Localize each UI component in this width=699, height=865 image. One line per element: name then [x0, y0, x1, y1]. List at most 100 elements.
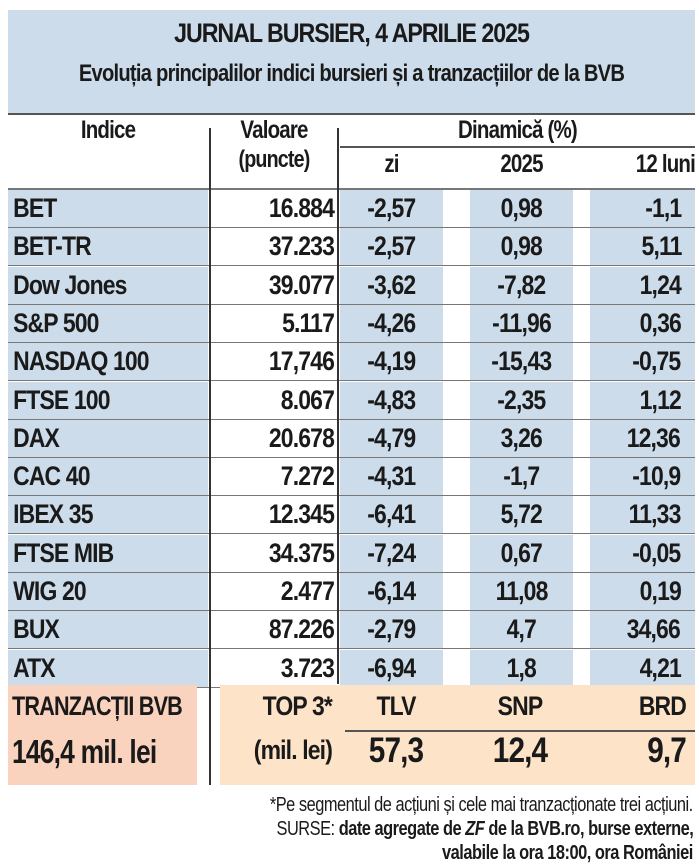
table-row: FTSE MIB 34.375 -7,24 0,67 -0,05	[8, 534, 695, 573]
change-ytd: 0,67	[500, 537, 543, 568]
change-day: -4,19	[367, 346, 416, 377]
index-name: BUX	[13, 614, 60, 645]
index-name: ATX	[13, 652, 56, 683]
sources-line-2: valabile la ora 18:00, ora României	[442, 842, 693, 864]
bvb-total: 146,4 mil. lei	[12, 733, 157, 770]
change-ytd: -1,7	[503, 461, 540, 492]
change-ytd: 1,8	[506, 652, 537, 683]
change-12m: 11,33	[628, 499, 682, 530]
index-name: FTSE MIB	[13, 537, 114, 568]
index-name: NASDAQ 100	[13, 346, 149, 377]
change-12m: -10,9	[632, 461, 682, 492]
change-ytd: 5,72	[500, 499, 543, 530]
top3-label: TOP 3*	[262, 691, 333, 721]
table-row: WIG 20 2.477 -6,14 11,08 0,19	[8, 573, 695, 611]
sources-line-1: SURSE: date agregate de ZF de la BVB.ro,…	[276, 818, 693, 841]
index-name: S&P 500	[13, 307, 99, 338]
column-divider	[337, 128, 339, 684]
change-day: -4,79	[367, 422, 416, 453]
table-row: Dow Jones 39.077 -3,62 -7,82 1,24	[8, 266, 695, 305]
footnote: *Pe segmentul de acțiuni și cele mai tra…	[270, 794, 693, 816]
change-12m: 1,12	[640, 384, 682, 415]
change-ytd: -2,35	[497, 384, 546, 415]
header-divider	[340, 146, 695, 148]
page-title: JURNAL BURSIER, 4 APRILIE 2025	[174, 18, 530, 48]
top3-unit: (mil. lei)	[253, 735, 333, 765]
index-value: 16.884	[268, 193, 335, 223]
change-ytd: 11,08	[495, 576, 549, 606]
change-ytd: -7,82	[497, 269, 546, 300]
bvb-total-box: TRANZACȚII BVB 146,4 mil. lei	[8, 685, 197, 785]
table-row: BUX 87.226 -2,79 4,7 34,66	[8, 611, 695, 650]
index-value: 37.233	[268, 231, 335, 262]
change-day: -2,57	[367, 193, 416, 223]
top3-divider	[345, 730, 695, 732]
index-name: CAC 40	[13, 461, 90, 492]
change-day: -4,83	[367, 384, 416, 415]
change-12m: 5,11	[641, 231, 682, 262]
header-indice: Indice	[80, 116, 136, 144]
top3-box: TOP 3* (mil. lei) TLV SNP BRD 57,3 12,4 …	[220, 685, 695, 785]
table-row: FTSE 100 8.067 -4,83 -2,35 1,12	[8, 381, 695, 420]
index-value: 39.077	[268, 269, 335, 300]
change-12m: -0,75	[632, 346, 682, 377]
index-name: DAX	[13, 422, 60, 453]
index-name: WIG 20	[13, 576, 87, 606]
change-day: -6,41	[367, 499, 416, 530]
index-value: 5.117	[282, 307, 335, 338]
change-day: -7,24	[367, 537, 416, 568]
table-row: ATX 3.723 -6,94 1,8 4,21	[8, 649, 695, 688]
top3-value: 12,4	[492, 731, 548, 770]
header-zi: zi	[384, 150, 399, 178]
change-day: -4,31	[367, 461, 416, 492]
header-valoare-unit: (puncte)	[238, 146, 310, 173]
index-name: IBEX 35	[13, 499, 93, 530]
table-row: BET 16.884 -2,57 0,98 -1,1	[8, 190, 695, 228]
top3-ticker: TLV	[376, 691, 416, 721]
index-value: 34.375	[268, 537, 335, 568]
header-bottom-line	[8, 188, 695, 190]
change-12m: 34,66	[627, 614, 681, 645]
change-day: -6,94	[367, 652, 416, 683]
table-row: IBEX 35 12.345 -6,41 5,72 11,33	[8, 496, 695, 535]
index-value: 17,746	[268, 346, 335, 377]
change-day: -4,26	[367, 307, 416, 338]
table-row: BET-TR 37.233 -2,57 0,98 5,11	[8, 228, 695, 267]
table-row: NASDAQ 100 17,746 -4,19 -15,43 -0,75	[8, 343, 695, 382]
change-day: -2,79	[367, 614, 416, 645]
index-value: 12.345	[268, 499, 335, 530]
top3-ticker: BRD	[638, 691, 687, 721]
top3-value: 57,3	[368, 731, 424, 770]
index-value: 2.477	[280, 576, 335, 606]
table-row: CAC 40 7.272 -4,31 -1,7 -10,9	[8, 458, 695, 497]
change-12m: 12,36	[627, 422, 681, 453]
bvb-label: TRANZACȚII BVB	[12, 691, 183, 721]
index-value: 8.067	[280, 384, 335, 415]
index-name: BET-TR	[13, 231, 92, 262]
top3-ticker: SNP	[497, 691, 544, 721]
top3-value: 9,7	[647, 731, 687, 770]
table-row: DAX 20.678 -4,79 3,26 12,36	[8, 419, 695, 458]
change-ytd: 0,98	[500, 193, 543, 223]
index-value: 3.723	[280, 652, 335, 683]
change-ytd: 3,26	[500, 422, 543, 453]
header-valoare: Valoare	[240, 116, 308, 144]
column-divider	[209, 128, 211, 785]
change-day: -6,14	[367, 576, 416, 606]
index-name: Dow Jones	[13, 269, 127, 300]
sources-label: SURSE:	[276, 818, 335, 840]
index-name: FTSE 100	[13, 384, 110, 415]
change-ytd: -15,43	[491, 346, 553, 377]
change-12m: 1,24	[640, 269, 682, 300]
header-12-luni: 12 luni	[635, 150, 696, 178]
change-ytd: 0,98	[500, 231, 543, 262]
header-dinamica: Dinamică (%)	[458, 116, 578, 144]
sources-text: de la BVB.ro, burse externe,	[483, 818, 693, 840]
change-12m: 0,19	[640, 576, 682, 606]
change-12m: 0,36	[640, 307, 682, 338]
index-value: 7.272	[280, 461, 335, 492]
header-2025: 2025	[500, 150, 543, 178]
change-12m: -1,1	[645, 193, 683, 223]
change-ytd: -11,96	[492, 307, 552, 338]
title-band: JURNAL BURSIER, 4 APRILIE 2025 Evoluția …	[8, 10, 695, 115]
